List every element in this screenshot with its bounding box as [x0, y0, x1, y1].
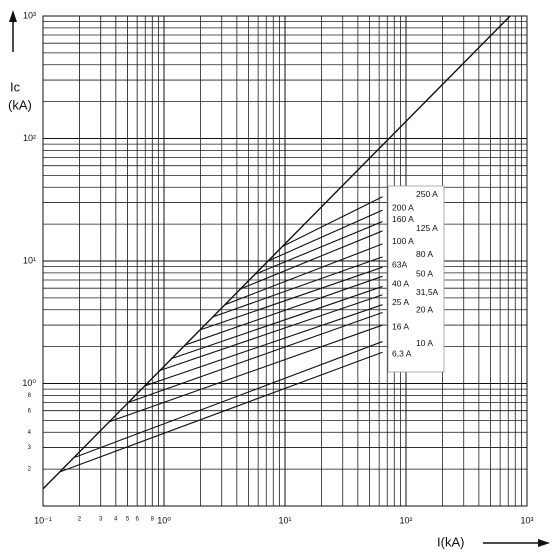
x-tick-label: 10⁰	[157, 515, 171, 525]
fuse-curve	[282, 196, 383, 247]
fuse-curve	[127, 311, 383, 403]
x-tick-label: 10³	[520, 515, 533, 525]
x-tick-label: 10¹	[278, 515, 291, 525]
series-label: 40 A	[392, 279, 409, 289]
fuse-curve	[254, 221, 383, 275]
fuse-curve	[267, 209, 383, 262]
series-label: 20 A	[416, 305, 433, 315]
x-axis-label: I(kA)	[437, 534, 464, 549]
y-arrow-head	[9, 10, 17, 22]
y-tick-label: 10²	[23, 133, 36, 143]
x-tick-label: 5	[126, 517, 130, 523]
labels: 10⁻¹ 2 3 4 5 6 8 10⁰ 10¹ 10² 10³2346810⁰10¹10²10³2…	[22, 10, 533, 525]
y-tick-label: 8	[28, 393, 32, 399]
fuse-curve	[239, 230, 383, 290]
series-label: 16 A	[392, 321, 409, 331]
fuse-curve	[160, 294, 383, 371]
series-label: 100 A	[392, 236, 414, 246]
fuse-curve	[145, 304, 383, 387]
curves	[42, 15, 511, 490]
x-tick-label: 6	[135, 517, 139, 523]
x-tick-label: 10²	[399, 515, 412, 525]
series-label: 10 A	[416, 338, 433, 348]
series-label: 25 A	[392, 297, 409, 307]
series-label: 160 A	[392, 214, 414, 224]
fuse-curve	[59, 351, 383, 473]
series-label: 63A	[392, 259, 407, 269]
x-tick-label: 4	[114, 517, 118, 523]
fuse-curve	[199, 266, 383, 331]
label-box	[387, 185, 445, 373]
x-tick-label: 8	[151, 517, 155, 523]
series-label: 125 A	[416, 223, 438, 233]
series-label: 80 A	[416, 249, 433, 259]
fuse-curve	[224, 243, 383, 306]
x-tick-label: 2	[78, 517, 82, 523]
series-label: 50 A	[416, 269, 433, 279]
fuse-curve	[171, 285, 383, 360]
y-tick-label: 4	[28, 430, 32, 436]
reference-line	[42, 15, 511, 490]
plot-frame	[42, 15, 528, 507]
fuse-curve	[109, 324, 383, 422]
series-label: 250 A	[416, 189, 438, 199]
series-label: 6,3 A	[392, 348, 412, 358]
y-tick-label: 10⁰	[22, 378, 36, 388]
x-arrow-head	[538, 539, 550, 547]
x-tick-label: 10⁻¹	[34, 515, 52, 525]
fuse-curve	[212, 256, 383, 318]
y-tick-label: 10¹	[23, 255, 36, 265]
y-tick-label: 6	[28, 408, 32, 414]
y-tick-label: 2	[28, 467, 32, 473]
fuse-curve	[74, 341, 383, 458]
fuse-curve	[184, 275, 383, 346]
series-label: 200 A	[392, 202, 414, 212]
y-axis-label: Ic	[10, 79, 21, 94]
x-tick-label: 3	[99, 517, 103, 523]
series-label: 31,5A	[416, 287, 439, 297]
y-axis-label: (kA)	[8, 97, 32, 112]
y-tick-label: 3	[28, 445, 32, 451]
y-tick-label: 10³	[23, 10, 36, 20]
